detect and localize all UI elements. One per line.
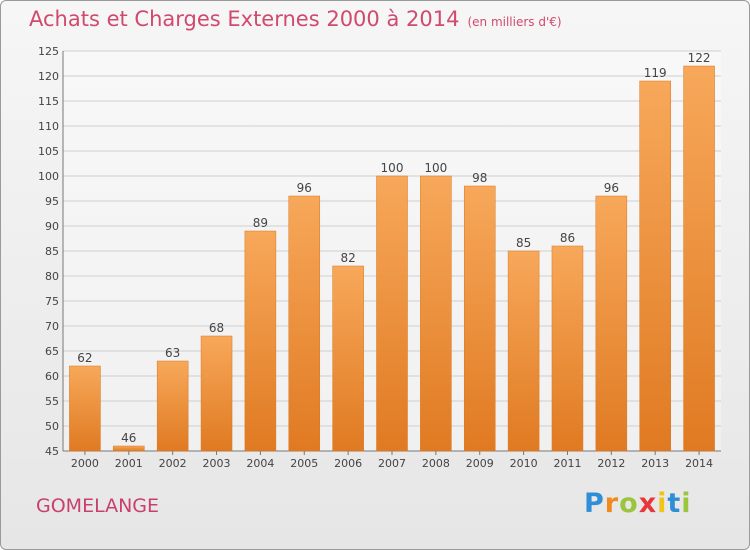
bar — [200, 335, 233, 452]
chart-unit: (en milliers d'€) — [467, 15, 562, 29]
x-tick-label: 2004 — [246, 457, 274, 470]
bar — [113, 445, 145, 452]
bar — [551, 245, 584, 452]
x-tick-label: 2014 — [685, 457, 713, 470]
x-tick-label: 2003 — [203, 457, 231, 470]
y-tick-label: 125 — [38, 45, 59, 58]
data-label: 46 — [121, 431, 136, 445]
data-label: 96 — [604, 181, 619, 195]
logo-letter: r — [604, 488, 620, 519]
y-tick-label: 65 — [45, 345, 59, 358]
data-label: 86 — [560, 231, 575, 245]
bar — [683, 65, 715, 452]
y-tick-label: 45 — [45, 445, 59, 458]
logo-letter: x — [638, 488, 658, 519]
data-label: 98 — [472, 171, 487, 185]
logo-letter: i — [681, 488, 692, 519]
x-tick-label: 2002 — [159, 457, 187, 470]
x-tick-label: 2011 — [553, 457, 581, 470]
x-tick-label: 2007 — [378, 457, 406, 470]
x-tick-label: 2005 — [290, 457, 318, 470]
x-tick-label: 2008 — [422, 457, 450, 470]
data-label: 63 — [165, 346, 180, 360]
logo-letter: i — [657, 488, 668, 519]
y-tick-label: 80 — [45, 270, 59, 283]
y-tick-label: 120 — [38, 70, 59, 83]
chart-title-text: Achats et Charges Externes 2000 à 2014 — [29, 7, 460, 31]
y-tick-label: 55 — [45, 395, 59, 408]
y-tick-label: 60 — [45, 370, 59, 383]
data-label: 62 — [77, 351, 92, 365]
data-label: 119 — [644, 66, 667, 80]
data-label: 68 — [209, 321, 224, 335]
data-label: 85 — [516, 236, 531, 250]
data-label: 82 — [340, 251, 355, 265]
data-label: 89 — [253, 216, 268, 230]
y-tick-label: 105 — [38, 145, 59, 158]
bar — [639, 80, 671, 452]
bar — [463, 185, 496, 452]
y-tick-label: 115 — [38, 95, 59, 108]
bar — [288, 195, 321, 452]
proxiti-logo: Proxiti — [584, 488, 692, 519]
logo-letter: o — [619, 488, 639, 519]
chart-title: Achats et Charges Externes 2000 à 2014 (e… — [29, 7, 562, 31]
y-tick-label: 90 — [45, 220, 59, 233]
y-tick-label: 75 — [45, 295, 59, 308]
x-tick-label: 2010 — [510, 457, 538, 470]
x-tick-label: 2000 — [71, 457, 99, 470]
y-tick-label: 70 — [45, 320, 59, 333]
y-tick-label: 50 — [45, 420, 59, 433]
x-tick-label: 2012 — [597, 457, 625, 470]
bar — [69, 365, 101, 452]
data-label: 122 — [688, 51, 711, 65]
bar — [507, 250, 540, 452]
bar — [244, 230, 277, 452]
x-tick-label: 2006 — [334, 457, 362, 470]
x-tick-label: 2013 — [641, 457, 669, 470]
data-label: 96 — [297, 181, 312, 195]
y-tick-label: 110 — [38, 120, 59, 133]
y-tick-label: 85 — [45, 245, 59, 258]
x-tick-label: 2009 — [466, 457, 494, 470]
bar — [156, 360, 189, 452]
x-tick-label: 2001 — [115, 457, 143, 470]
place-name: GOMELANGE — [36, 495, 160, 517]
bar — [595, 195, 628, 452]
logo-letter: P — [584, 488, 605, 519]
bar — [332, 265, 364, 452]
bar — [376, 175, 408, 452]
bar — [420, 175, 452, 452]
data-label: 100 — [381, 161, 404, 175]
data-label: 100 — [424, 161, 447, 175]
logo-letter: t — [667, 488, 682, 519]
y-tick-label: 95 — [45, 195, 59, 208]
y-tick-label: 100 — [38, 170, 59, 183]
